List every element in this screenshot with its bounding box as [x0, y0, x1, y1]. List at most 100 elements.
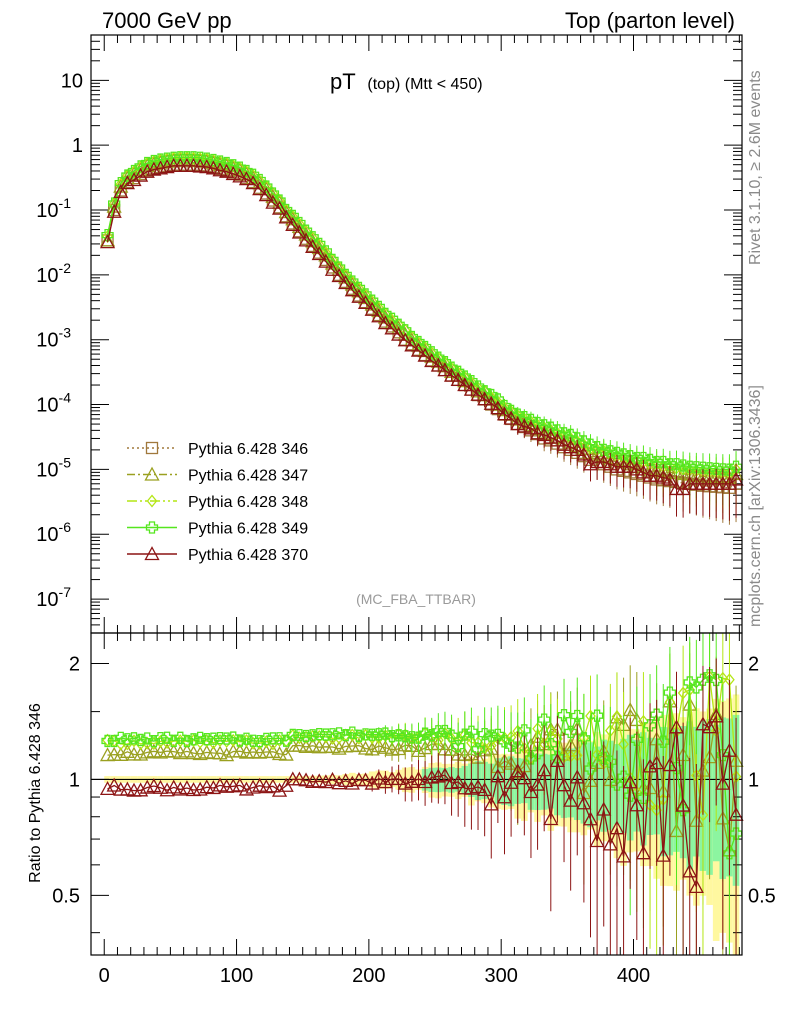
data-point	[331, 268, 347, 283]
ratio-series-4	[99, 658, 744, 955]
ratio-point	[571, 709, 584, 723]
data-point	[139, 163, 155, 178]
data-point	[252, 181, 268, 196]
data-point	[516, 418, 532, 433]
ratio-point	[477, 782, 493, 797]
legend-label: Pythia 6.428 349	[188, 521, 308, 538]
ratio-point	[192, 781, 208, 796]
data-point	[503, 410, 519, 425]
ratio-series-3	[101, 633, 743, 955]
data-point	[307, 231, 318, 245]
data-point	[417, 347, 433, 362]
ratio-point	[298, 772, 314, 787]
data-point	[556, 436, 572, 451]
ratio-point	[729, 827, 743, 840]
data-point	[635, 464, 652, 479]
ratio-point	[701, 719, 718, 734]
ratio-point	[119, 743, 135, 758]
ratio-point	[324, 739, 341, 754]
ratio-point	[491, 728, 505, 742]
ratio-point	[357, 772, 374, 787]
series-line	[106, 165, 737, 490]
ratio-point	[113, 746, 129, 761]
data-point	[624, 450, 637, 463]
data-point	[597, 443, 610, 457]
ratio-point	[412, 731, 425, 744]
legend: Pythia 6.428 346 Pythia 6.428 347 Pythia 6…	[127, 441, 308, 564]
ratio-point	[728, 806, 744, 821]
data-point	[437, 362, 453, 377]
ratio-point	[371, 770, 387, 785]
ratio-point	[410, 742, 427, 758]
ratio-point	[399, 730, 412, 743]
data-point	[305, 239, 321, 254]
ratio-point	[377, 739, 393, 754]
data-point	[254, 174, 266, 188]
main-series-group	[99, 151, 744, 525]
ratio-point	[147, 735, 161, 748]
data-point	[320, 246, 332, 260]
ratio-axis-ticks: 2 2 1 1 0.5 0.5 0 100 200 300 400	[52, 633, 776, 987]
ratio-point	[629, 797, 645, 812]
ratio-point	[610, 778, 624, 791]
ratio-point	[127, 732, 141, 745]
ratio-point	[404, 773, 420, 788]
data-point	[278, 209, 294, 224]
ratio-point	[332, 727, 346, 740]
data-point	[238, 171, 255, 186]
data-point	[617, 448, 630, 461]
ratio-point	[543, 811, 559, 826]
ratio-point	[670, 761, 683, 775]
ratio-point	[582, 811, 599, 826]
ratio-point	[212, 777, 228, 792]
data-point	[676, 459, 690, 472]
ratio-point	[305, 737, 321, 752]
y-tick-label: 10-1	[36, 195, 71, 222]
ratio-point	[471, 743, 485, 756]
ratio-point	[504, 739, 518, 752]
data-point	[364, 301, 380, 316]
y-tick-label: 10-6	[36, 519, 71, 546]
ratio-point	[220, 732, 233, 745]
ratio-point	[212, 745, 228, 760]
ratio-point	[478, 727, 491, 741]
ratio-point	[723, 847, 736, 860]
data-point	[371, 308, 387, 323]
ratio-point	[187, 733, 200, 746]
data-point	[523, 420, 539, 435]
plot-title: pT (top) (Mtt < 450)	[330, 69, 483, 94]
ratio-point	[643, 719, 657, 732]
data-point	[463, 381, 480, 396]
data-point	[582, 456, 599, 471]
ratio-point	[339, 728, 352, 742]
data-point	[324, 261, 341, 276]
ratio-point	[99, 781, 116, 796]
ratio-point	[577, 732, 591, 745]
ratio-point	[252, 777, 268, 792]
main-axis-ticks: 10 1 10-1 10-2 10-3 10-4 10-5 10-6 10-7	[36, 34, 742, 634]
data-point	[610, 446, 624, 459]
ratio-point	[498, 735, 511, 748]
ratio-point	[320, 730, 332, 744]
ratio-y-tick-label: 0.5	[52, 885, 80, 907]
data-point	[496, 406, 513, 421]
data-point	[576, 446, 592, 461]
ratio-point	[450, 774, 466, 789]
ratio-point	[205, 780, 221, 795]
ratio-point	[318, 774, 334, 789]
series-line	[106, 159, 737, 479]
data-point	[483, 395, 499, 410]
x-tick-label: 100	[220, 965, 253, 987]
data-point	[531, 416, 544, 430]
data-point	[470, 386, 486, 401]
ratio-point	[377, 774, 393, 789]
data-point	[410, 342, 427, 357]
data-point	[219, 163, 235, 178]
ratio-point	[485, 729, 498, 742]
ratio-point	[179, 780, 195, 795]
header-left: 7000 GeV pp	[102, 8, 232, 33]
ratio-point	[523, 784, 539, 799]
ratio-point	[576, 795, 592, 810]
ratio-point	[364, 775, 380, 790]
ratio-point	[604, 755, 617, 768]
